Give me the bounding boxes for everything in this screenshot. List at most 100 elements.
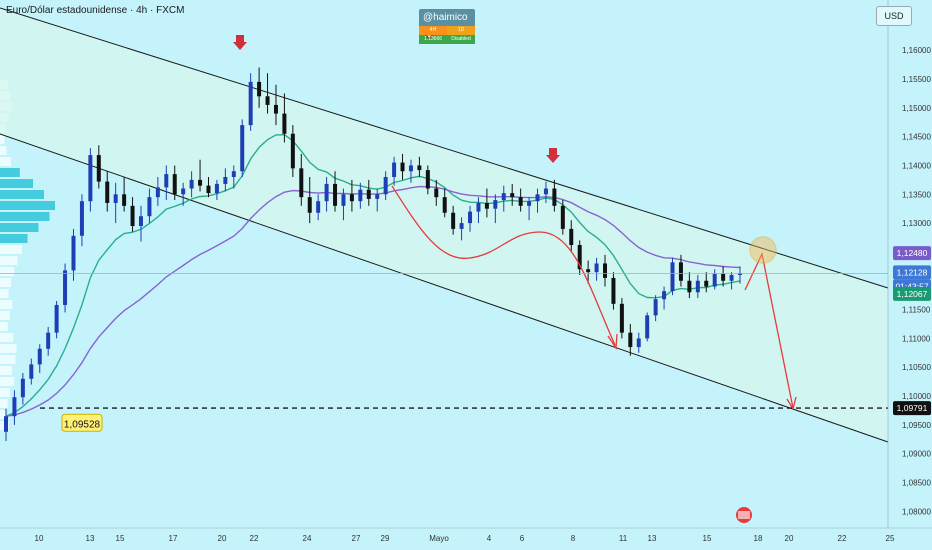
candle-body: [299, 168, 304, 198]
candle-body: [586, 269, 591, 273]
countdown-label-text: 01:43:57: [895, 281, 928, 291]
x-tick-label: 25: [886, 534, 895, 543]
x-tick-label: 27: [352, 534, 361, 543]
candle-body: [468, 211, 473, 224]
candle-body: [662, 291, 667, 300]
x-tick-label: 15: [116, 534, 125, 543]
candle-body: [501, 193, 506, 201]
candle-body: [46, 332, 51, 349]
candle-body: [240, 125, 245, 172]
y-tick-label: 1,08500: [902, 479, 931, 488]
y-tick-label: 1,11500: [902, 306, 931, 315]
candle-body: [155, 187, 160, 198]
candle-body: [704, 280, 709, 287]
candle-body: [434, 188, 439, 198]
candle-body: [71, 235, 76, 271]
moving-averages: [5, 133, 741, 417]
candle-body: [493, 200, 498, 209]
target-circle: [749, 236, 777, 264]
y-tick-label: 1,13000: [902, 219, 931, 228]
descending-channel: [0, 7, 889, 443]
x-tick-label: 17: [169, 534, 178, 543]
candle-body: [535, 194, 540, 202]
x-tick-label: 29: [381, 534, 390, 543]
ema-slow-label-text: 1,12480: [897, 248, 928, 258]
candle-body: [569, 228, 574, 246]
candle-body: [721, 273, 726, 281]
candle-body: [130, 205, 135, 226]
x-tick-label: 13: [86, 534, 95, 543]
candle-body: [189, 179, 194, 189]
candle-body: [349, 194, 354, 202]
candle-body: [316, 201, 321, 213]
volume-profile-bar: [0, 245, 22, 254]
candle-body: [88, 155, 93, 202]
volume-profile-bar: [0, 190, 44, 199]
candle-body: [324, 183, 329, 202]
candle-body: [417, 165, 422, 171]
ema-slow-label-box: [893, 246, 931, 261]
candle-body: [738, 273, 742, 275]
flag-stripes: [738, 511, 750, 519]
x-tick-label: 20: [218, 534, 227, 543]
candle-body: [425, 170, 430, 189]
candle-body: [96, 155, 101, 182]
ema-slow-line: [5, 185, 741, 417]
volume-profile-bar: [0, 311, 10, 320]
x-tick-label: 22: [250, 534, 259, 543]
candle-body: [273, 104, 278, 114]
candle-body: [518, 197, 523, 206]
price-labels: 1,12480 1,12128 01:43:571,12067 1,09791: [893, 246, 931, 416]
x-tick-label: 6: [520, 534, 525, 543]
candle-body: [29, 364, 34, 379]
y-tick-label: 1,10500: [902, 363, 931, 372]
volume-profile-bar: [0, 300, 13, 309]
candle-body: [341, 194, 346, 206]
candle-body: [223, 177, 228, 184]
currency-button[interactable]: USD: [876, 6, 912, 26]
y-tick-label: 1,13500: [902, 190, 931, 199]
candle-body: [527, 201, 532, 206]
x-tick-label: 13: [648, 534, 657, 543]
candle-body: [645, 315, 650, 339]
x-tick-label: 8: [571, 534, 576, 543]
x-tick-label: 22: [838, 534, 847, 543]
candle-body: [560, 205, 565, 229]
volume-profile-bar: [0, 289, 9, 298]
volume-profile-bar: [0, 179, 33, 188]
candle-body: [138, 216, 143, 226]
volume-profile-bar: [0, 168, 20, 177]
volume-profile-bar: [0, 157, 11, 166]
candle-body: [451, 212, 456, 229]
volume-profile-bar: [0, 388, 10, 397]
candle-body: [653, 299, 658, 316]
y-tick-label: 1,14000: [902, 161, 931, 170]
ema-fast-label-box: [893, 286, 931, 301]
x-tick-label: 15: [703, 534, 712, 543]
candle-body: [4, 416, 8, 432]
candle-body: [484, 202, 489, 209]
x-tick-label: 4: [487, 534, 492, 543]
target-level-label-text: 1,09791: [897, 403, 928, 413]
candle-body: [459, 223, 464, 229]
candle-body: [678, 262, 683, 281]
candle-body: [628, 332, 633, 348]
candle-body: [695, 280, 700, 293]
candle-body: [543, 188, 548, 195]
candle-body: [577, 245, 582, 270]
volume-profile-bar: [0, 355, 16, 364]
x-tick-label: 20: [785, 534, 794, 543]
candle-body: [206, 185, 211, 194]
red-arrow-down-icon: [233, 35, 247, 50]
target-arrowhead-icon: [786, 396, 797, 411]
target-projection-line: [744, 251, 794, 409]
candle-body: [282, 113, 287, 134]
volume-profile-bar: [0, 256, 18, 265]
y-tick-label: 1,14500: [902, 133, 931, 142]
candle-body: [257, 81, 262, 97]
y-tick-label: 1,15500: [902, 75, 931, 84]
badge-cell: Disabled: [451, 36, 471, 42]
badge-cell: 4H: [419, 26, 447, 35]
candle-body: [392, 162, 397, 177]
